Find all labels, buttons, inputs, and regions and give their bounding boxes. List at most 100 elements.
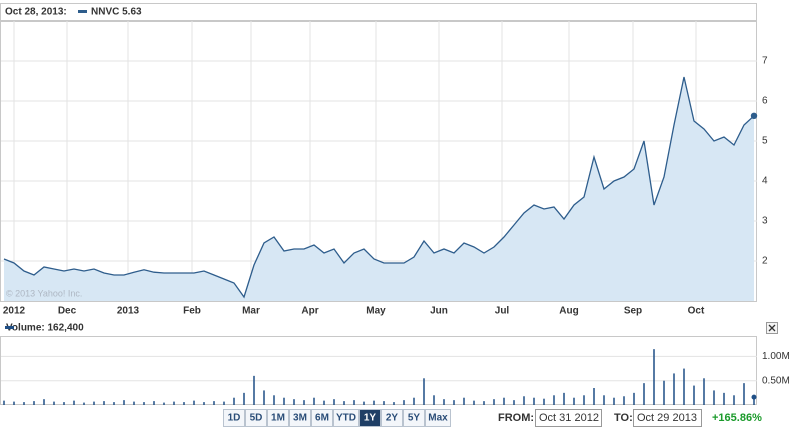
volume-bar	[43, 399, 45, 405]
x-tick-label: May	[366, 306, 386, 317]
range-button-label[interactable]: 5Y	[408, 413, 421, 424]
last-volume	[751, 394, 757, 400]
range-button-label[interactable]: 1M	[271, 413, 285, 424]
price-line	[3, 76, 755, 299]
volume-bar	[103, 401, 105, 405]
y-tick-label: 4	[762, 176, 768, 187]
volume-bar	[323, 400, 325, 405]
volume-bar	[433, 395, 435, 405]
range-button[interactable]: YTD	[333, 409, 359, 427]
price-frame	[0, 21, 757, 302]
volume-bar	[623, 396, 625, 405]
close-button[interactable]	[766, 322, 778, 334]
volume-bar	[293, 399, 295, 405]
from-label: FROM:	[498, 412, 534, 424]
range-button-bg[interactable]	[245, 409, 267, 427]
volume-bar	[713, 390, 715, 405]
range-button-label[interactable]: 2Y	[386, 413, 399, 424]
volume-bar	[333, 399, 335, 405]
volume-bar	[263, 390, 265, 405]
volume-bar	[523, 396, 525, 405]
volume-bar	[663, 380, 665, 405]
y-tick-label: 3	[762, 216, 768, 227]
volume-bar	[613, 397, 615, 405]
volume-bar	[493, 399, 495, 405]
legend-swatch	[78, 10, 87, 13]
volume-bar	[463, 397, 465, 405]
volume-bar	[343, 401, 345, 405]
volume-bar	[313, 397, 315, 405]
volume-bar	[143, 402, 145, 405]
volume-bar	[653, 349, 655, 405]
range-button-label[interactable]: YTD	[336, 413, 356, 424]
volume-title: Volume: 162,400	[6, 323, 84, 334]
volume-bar	[413, 397, 415, 405]
volume-bar	[63, 402, 65, 405]
volume-bar	[113, 402, 115, 405]
volume-bar	[363, 401, 365, 405]
volume-bar	[273, 395, 275, 405]
volume-bar	[733, 395, 735, 405]
volume-bar	[673, 373, 675, 405]
volume-bar	[393, 402, 395, 405]
x-tick-label: Dec	[58, 306, 77, 317]
x-tick-label: Oct	[688, 306, 705, 317]
range-button-bg[interactable]	[333, 409, 359, 427]
range-button-label[interactable]: 6M	[315, 413, 329, 424]
range-button-bg[interactable]	[223, 409, 245, 427]
volume-bar	[483, 401, 485, 405]
x-tick-label: Mar	[242, 306, 260, 317]
volume-bar	[563, 392, 565, 405]
range-button-label[interactable]: 3M	[293, 413, 307, 424]
volume-bar	[503, 397, 505, 405]
range-button[interactable]: 2Y	[381, 409, 403, 427]
range-button-label[interactable]: 1D	[228, 413, 241, 424]
x-tick-label: 2013	[117, 306, 140, 317]
range-button-bg[interactable]	[403, 409, 425, 427]
range-button-bg[interactable]	[359, 409, 381, 427]
from-input[interactable]	[535, 409, 602, 427]
volume-bar	[233, 397, 235, 405]
range-button-bg[interactable]	[267, 409, 289, 427]
range-button-bg[interactable]	[289, 409, 311, 427]
volume-bar	[73, 400, 75, 405]
x-tick-label: Aug	[559, 306, 578, 317]
range-button-bg[interactable]	[311, 409, 333, 427]
volume-bar	[573, 397, 575, 405]
volume-bar	[603, 395, 605, 405]
range-button[interactable]: 1M	[267, 409, 289, 427]
to-value[interactable]: Oct 29 2013	[637, 412, 697, 424]
volume-bar	[583, 395, 585, 405]
range-button-bg[interactable]	[425, 409, 451, 427]
volume-bar	[453, 400, 455, 405]
range-button[interactable]: 6M	[311, 409, 333, 427]
volume-bar	[163, 402, 165, 405]
volume-bar	[633, 392, 635, 405]
y-tick-label: 1.00M	[762, 351, 790, 362]
x-tick-label: Apr	[301, 306, 318, 317]
volume-bar	[553, 395, 555, 405]
range-button[interactable]: 5D	[245, 409, 267, 427]
range-button-bg[interactable]	[381, 409, 403, 427]
watermark: © 2013 Yahoo! Inc.	[6, 288, 82, 298]
volume-frame	[0, 336, 757, 405]
from-value[interactable]: Oct 31 2012	[539, 412, 599, 424]
volume-bar	[173, 401, 175, 405]
volume-bar	[123, 400, 125, 405]
range-button[interactable]: 5Y	[403, 409, 425, 427]
range-button[interactable]: Max	[425, 409, 451, 427]
to-input[interactable]	[633, 409, 702, 427]
volume-bar	[513, 400, 515, 405]
range-button[interactable]: 1Y	[359, 409, 381, 427]
range-button-label[interactable]: Max	[428, 413, 448, 424]
volume-bar	[153, 401, 155, 405]
range-button-label[interactable]: 5D	[250, 413, 263, 424]
volume-bar	[423, 378, 425, 405]
range-button[interactable]: 3M	[289, 409, 311, 427]
range-button-label[interactable]: 1Y	[364, 413, 377, 424]
range-button[interactable]: 1D	[223, 409, 245, 427]
volume-bar	[643, 383, 645, 405]
volume-bar	[353, 400, 355, 405]
